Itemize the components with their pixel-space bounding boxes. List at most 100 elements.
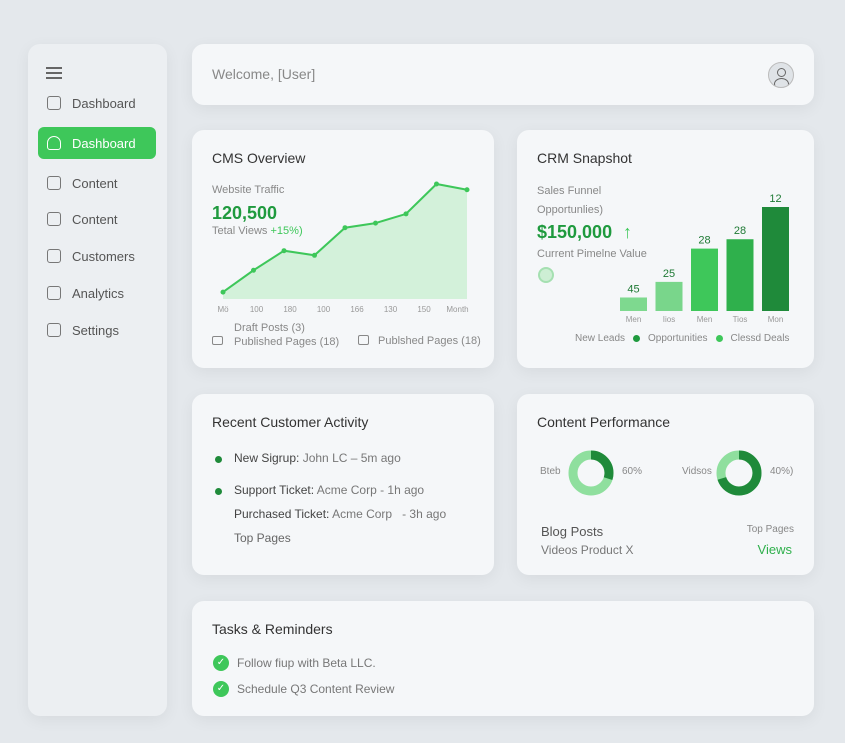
sidebar-item-label: Dashboard — [72, 135, 136, 151]
cms-overview-card: CMS Overview Website Traffic 120,500 Tet… — [192, 130, 494, 368]
views-link[interactable]: Views — [757, 542, 792, 557]
activity-detail: Acme Corp - 1h ago — [314, 483, 425, 497]
blog-donut-chart — [568, 450, 614, 496]
data-point — [312, 252, 317, 258]
sidebar-item-settings[interactable]: Settings — [38, 314, 156, 346]
x-tick-label: 100 — [250, 305, 264, 314]
blog-posts-label: Blog Posts — [541, 524, 604, 539]
bar-category-label: Tios — [733, 315, 748, 324]
views-change: +15%) — [270, 225, 303, 237]
top-pages-label: Top Pages — [746, 524, 794, 535]
hamburger-menu-icon[interactable] — [46, 67, 62, 79]
donut-slice-dark — [716, 450, 762, 496]
views-caption: Tetal Views +15%) — [212, 225, 303, 237]
data-point — [434, 181, 439, 187]
published-pages-2: Publshed Pages (18) — [378, 335, 481, 347]
published-icon — [358, 335, 369, 345]
sidebar-item-label: Analytics — [72, 285, 125, 301]
bar-category-label: Iios — [663, 315, 675, 324]
area-fill — [223, 184, 467, 299]
data-point — [342, 225, 348, 231]
data-point — [220, 289, 226, 295]
sidebar-item-customers[interactable]: Customers — [38, 240, 156, 272]
bar-category-label: Men — [626, 315, 642, 324]
sidebar-item-label: Settings — [72, 322, 119, 338]
user-icon — [47, 136, 61, 150]
bar-category-label: Men — [697, 315, 713, 324]
status-indicator-icon — [538, 267, 554, 283]
sidebar-item-label: Dashboard — [72, 95, 136, 111]
home-icon — [47, 96, 61, 110]
legend-new-leads: New Leads — [575, 333, 626, 344]
sidebar-item-dashboard[interactable]: Dashboard — [38, 87, 156, 119]
traffic-chart: Mö 100 180 100 166 130 150 Month — [217, 181, 470, 314]
tasks-card: Tasks & Reminders ✓ Follow fiup with Bet… — [192, 601, 814, 716]
chart-legend: New Leads Opportunities Clessd Deals — [575, 333, 789, 344]
bar — [726, 239, 754, 311]
header: Welcome, [User] — [192, 44, 814, 105]
bar — [655, 281, 683, 311]
activity-detail: John LC – 5m ago — [299, 451, 401, 465]
data-point — [464, 187, 470, 193]
task-item[interactable]: Follow fiup with Beta LLC. — [237, 656, 376, 670]
bullet — [215, 488, 222, 495]
sidebar: Dashboard Dashboard Content Content Customer… — [28, 44, 167, 716]
mail-icon — [47, 212, 61, 226]
bar — [762, 207, 789, 311]
traffic-value: 120,500 — [212, 203, 278, 223]
card-title: Content Performance — [537, 414, 671, 430]
bullet — [215, 456, 222, 463]
activity-item[interactable]: Purchased Ticket: Acme Corp - 3h ago — [234, 507, 446, 521]
legend-dot — [633, 335, 641, 342]
sidebar-item-label: Content — [72, 175, 118, 191]
sidebar-item-dashboard[interactable]: Dashboard — [38, 127, 156, 159]
bar-value-label: 28 — [698, 235, 710, 247]
legend-opportunities: Opportunities — [648, 333, 708, 344]
card-title: Tasks & Reminders — [212, 621, 333, 637]
sidebar-item-content[interactable]: Content — [38, 203, 156, 235]
activity-item[interactable]: Support Ticket: Acme Corp - 1h ago — [234, 483, 424, 497]
x-tick-label: Mö — [217, 305, 229, 314]
card-title: CRM Snapshot — [537, 150, 632, 166]
data-point — [251, 267, 256, 273]
data-point — [373, 220, 378, 226]
sidebar-item-content[interactable]: Content — [38, 167, 156, 199]
content-performance-card: Content Performance Bteb 60% Vidsos 40%)… — [517, 394, 814, 575]
x-tick-label: Month — [446, 305, 468, 314]
activity-type: Purchased Ticket: — [234, 507, 330, 521]
pages-icon — [212, 336, 223, 345]
activity-item[interactable]: New Sigrup: John LC – 5m ago — [234, 451, 401, 465]
bar-value-label: 45 — [627, 283, 639, 295]
x-tick-label: 180 — [283, 305, 297, 314]
bar-value-label: 12 — [769, 193, 781, 205]
task-item[interactable]: Schedule Q3 Content Review — [237, 682, 395, 696]
opportunities-label: Opportunlies) — [537, 204, 604, 216]
pipeline-caption: Current Pimelne Value — [537, 248, 647, 260]
card-title: CMS Overview — [212, 150, 306, 166]
card-title: Recent Customer Activity — [212, 414, 369, 430]
legend-dot — [715, 335, 723, 342]
recent-activity-card: Recent Customer Activity New Sigrup: Joh… — [192, 394, 494, 575]
crm-snapshot-card: CRM Snapshot Sales Funnel Opportunlies) … — [517, 130, 814, 368]
gear-icon — [47, 323, 61, 337]
x-tick-label: 130 — [384, 305, 398, 314]
activity-detail: Acme Corp - 3h ago — [329, 507, 447, 521]
funnel-bar-chart: 45 Men 25 Iios 28 Men 28 Tios 12 Mon — [620, 193, 789, 324]
x-tick-label: 150 — [417, 305, 431, 314]
bar — [691, 248, 718, 311]
bar-category-label: Mon — [768, 315, 784, 324]
sidebar-item-label: Content — [72, 211, 118, 227]
sidebar-item-label: Customers — [72, 248, 135, 264]
sidebar-item-analytics[interactable]: Analytics — [38, 277, 156, 309]
published-pages: Published Pages (18) — [234, 336, 340, 348]
check-icon[interactable]: ✓ — [213, 681, 229, 697]
activity-type: New Sigrup: — [234, 451, 300, 465]
donut-percent: 40%) — [770, 466, 794, 477]
top-pages-link[interactable]: Top Pages — [234, 531, 291, 545]
views-label: Tetal Views — [212, 225, 268, 237]
check-icon[interactable]: ✓ — [213, 655, 229, 671]
videos-donut-chart — [716, 450, 762, 496]
x-tick-label: 100 — [317, 305, 331, 314]
legend-closed-deals: Clessd Deals — [730, 333, 790, 344]
avatar-icon[interactable] — [768, 62, 794, 88]
